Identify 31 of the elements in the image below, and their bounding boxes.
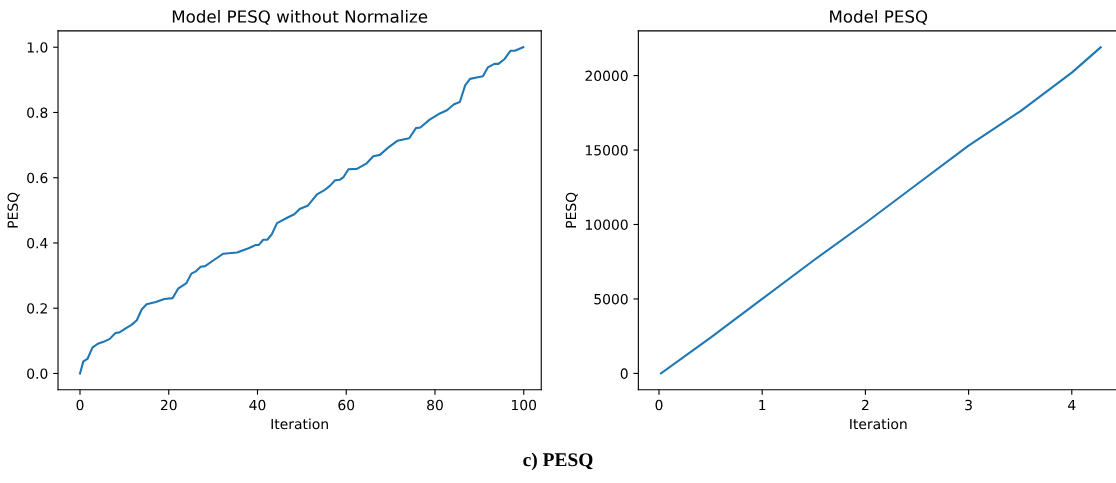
line-series bbox=[78, 46, 525, 375]
y-axis-title: PESQ bbox=[565, 192, 578, 228]
text: c) PESQ bbox=[523, 452, 593, 471]
line-series bbox=[660, 46, 1102, 375]
y-axis-title: PESQ bbox=[7, 192, 20, 228]
chart-title: Model PESQ bbox=[830, 9, 928, 25]
y-tick-label: 0.6 bbox=[27, 172, 48, 184]
chart-title: Model PESQ without Normalize bbox=[172, 9, 428, 25]
x-tick-label: 0 bbox=[655, 399, 663, 411]
y-tick-label: 15000 bbox=[585, 145, 628, 156]
x-axis-title: Iteration bbox=[271, 418, 328, 430]
x-tick-label: 4 bbox=[1068, 399, 1076, 411]
y-tick-label: 0.0 bbox=[27, 368, 48, 379]
y-tick-label: 10000 bbox=[585, 219, 628, 230]
x-tick-label: 60 bbox=[338, 399, 355, 411]
y-tick-label: 1.0 bbox=[27, 42, 48, 53]
x-tick-label: 0 bbox=[76, 399, 84, 411]
y-tick-label: 0.8 bbox=[27, 107, 48, 118]
x-axis-title: Iteration bbox=[850, 418, 907, 430]
y-tick-label: 20000 bbox=[585, 70, 628, 82]
x-tick-label: 1 bbox=[759, 399, 766, 411]
x-tick-label: 40 bbox=[249, 399, 266, 411]
x-tick-label: 80 bbox=[427, 399, 443, 411]
x-tick-label: 3 bbox=[965, 399, 972, 411]
x-tick-label: 2 bbox=[861, 399, 869, 411]
y-tick-label: 0 bbox=[620, 368, 628, 379]
x-tick-label: 20 bbox=[160, 399, 177, 411]
x-tick-label: 100 bbox=[512, 399, 537, 411]
y-tick-label: 5000 bbox=[594, 293, 628, 305]
y-tick-label: 0.2 bbox=[27, 303, 47, 314]
y-tick-label: 0.4 bbox=[27, 237, 48, 249]
